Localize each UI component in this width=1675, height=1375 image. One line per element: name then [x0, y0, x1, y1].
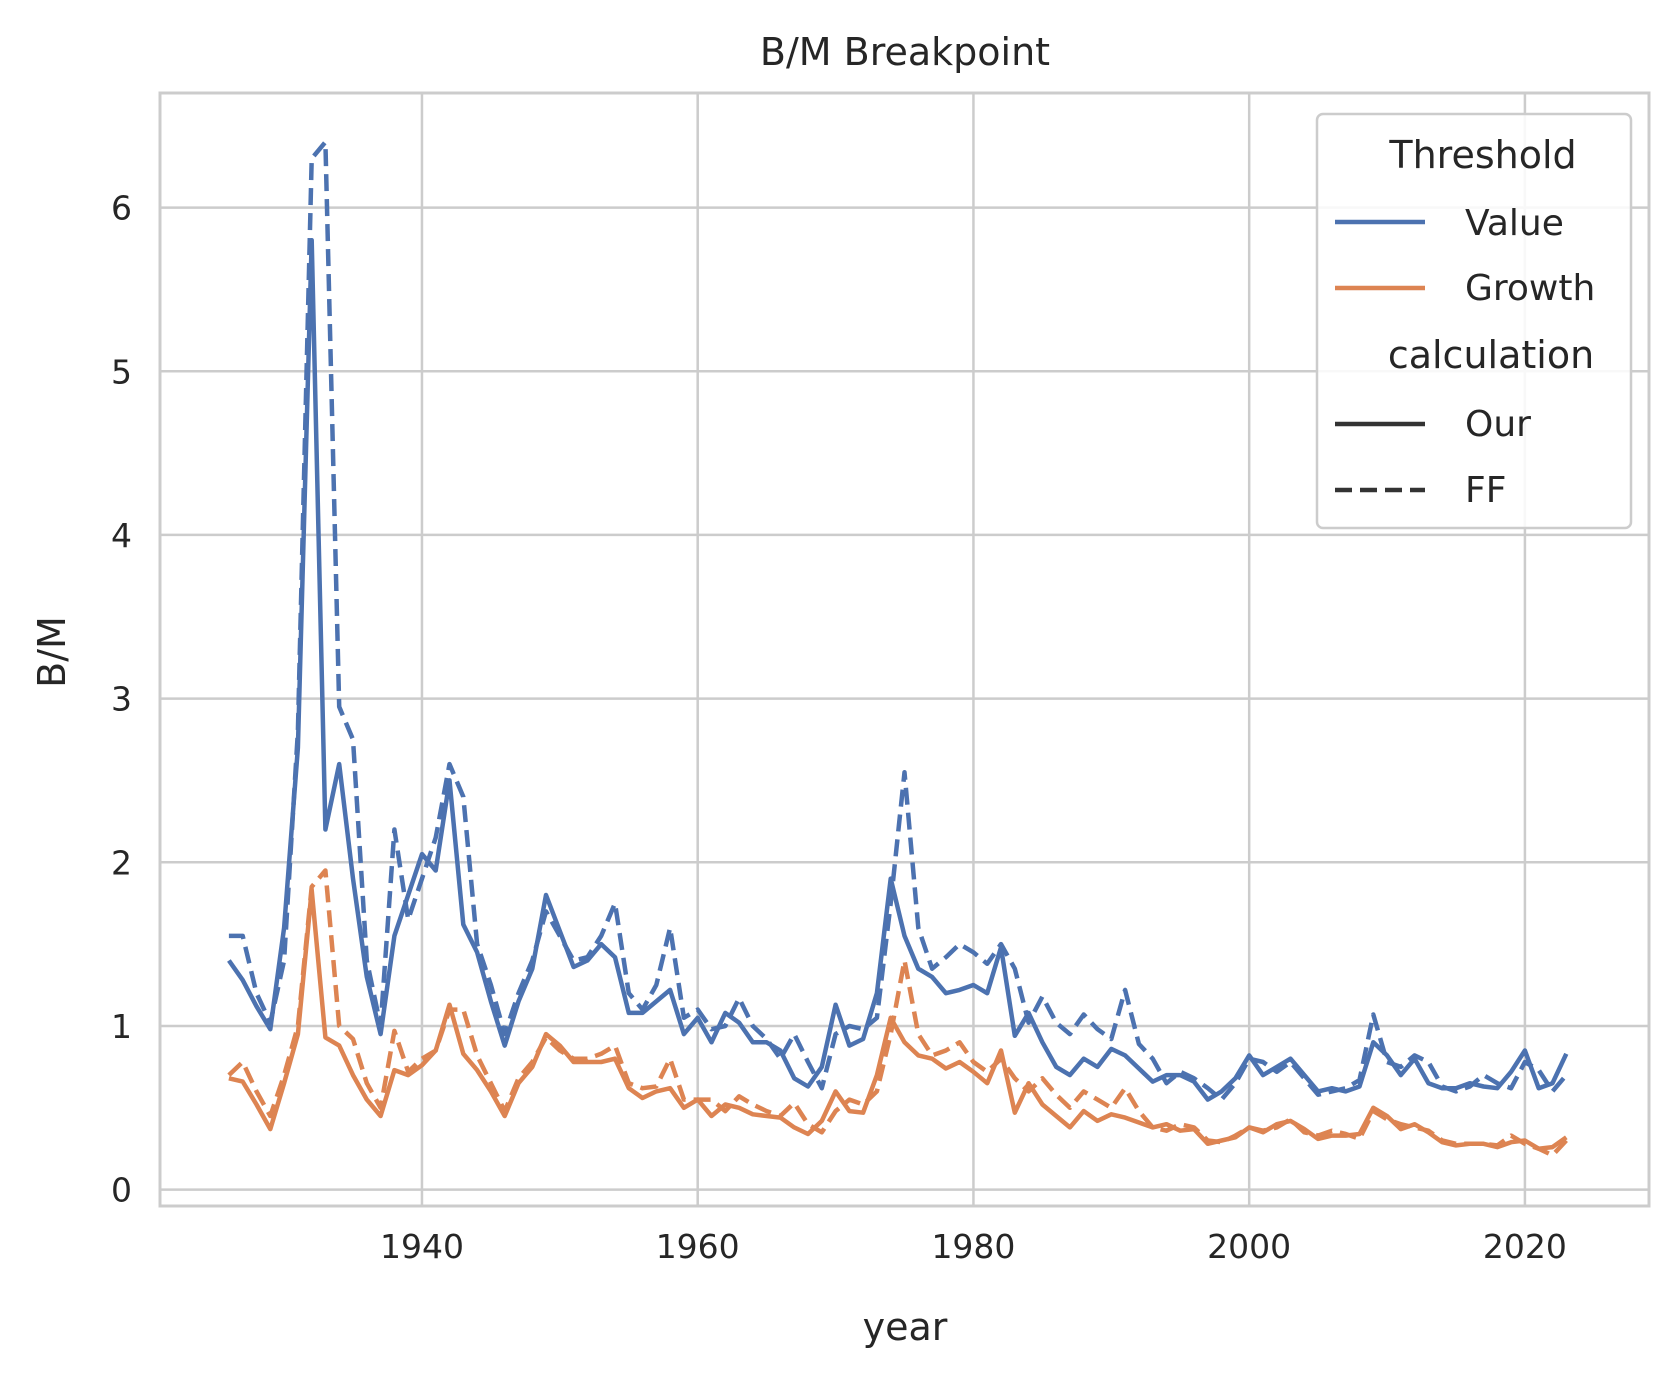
- y-tick-label: 2: [111, 843, 132, 882]
- legend: Threshold Value Growth calculation Our F…: [1315, 112, 1633, 530]
- y-tick-label: 3: [111, 680, 132, 719]
- y-tick-label: 4: [111, 516, 132, 555]
- legend-style-title: calculation: [1388, 333, 1594, 377]
- legend-label-growth: Growth: [1465, 268, 1595, 309]
- x-tick-label: 2000: [1207, 1227, 1291, 1266]
- x-tick-label: 1960: [656, 1227, 740, 1266]
- x-tick-label: 1940: [380, 1227, 464, 1266]
- x-tick-labels: 1940 1960 1980 2000 2020: [380, 1227, 1567, 1266]
- x-axis-label: year: [863, 1305, 948, 1349]
- series-lines: [227, 139, 1569, 1158]
- plot-frame: [158, 91, 1651, 1208]
- y-tick-label: 6: [111, 189, 132, 228]
- y-axis-label: B/M: [30, 616, 74, 688]
- x-tick-label: 1980: [931, 1227, 1015, 1266]
- legend-label-our: Our: [1465, 404, 1531, 445]
- y-tick-label: 0: [111, 1171, 132, 1210]
- legend-label-value: Value: [1465, 203, 1564, 244]
- grid-lines: [160, 93, 1649, 1206]
- plot-area: [158, 91, 1651, 1208]
- y-tick-label: 1: [111, 1007, 132, 1046]
- series-line-value-ff: [228, 139, 1569, 1102]
- x-tick-label: 2020: [1483, 1227, 1567, 1266]
- chart-title: B/M Breakpoint: [760, 30, 1050, 74]
- series-line-growth-our: [228, 887, 1568, 1151]
- y-tick-labels: 0 1 2 3 4 5 6: [111, 189, 132, 1210]
- legend-label-ff: FF: [1465, 470, 1506, 511]
- y-tick-label: 5: [111, 352, 132, 391]
- series-line-growth-ff: [227, 868, 1568, 1158]
- legend-hue-title: Threshold: [1388, 133, 1576, 177]
